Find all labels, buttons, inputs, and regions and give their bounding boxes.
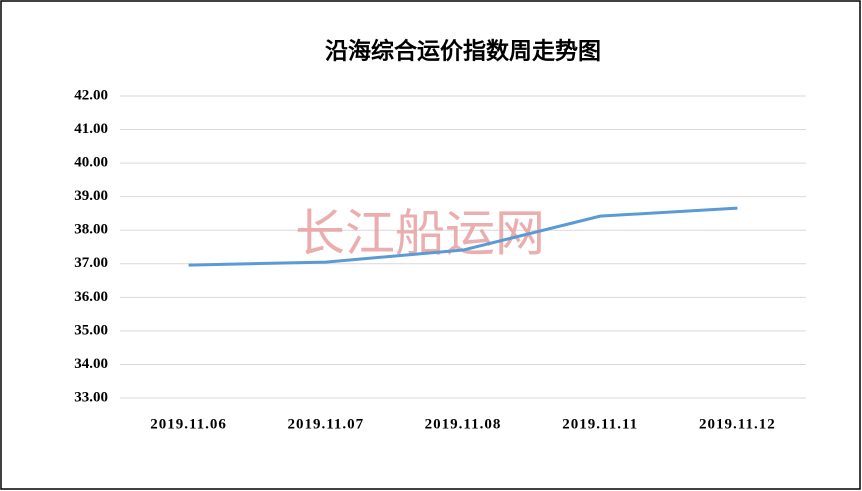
y-tick-label: 39.00 bbox=[74, 188, 108, 204]
y-tick-label: 34.00 bbox=[74, 356, 108, 372]
x-tick-label: 2019.11.11 bbox=[562, 416, 638, 432]
y-tick-label: 40.00 bbox=[74, 155, 108, 171]
y-tick-label: 41.00 bbox=[74, 121, 108, 137]
x-tick-label: 2019.11.06 bbox=[150, 416, 227, 432]
y-tick-label: 42.00 bbox=[74, 87, 108, 103]
y-tick-label: 36.00 bbox=[74, 289, 108, 305]
data-line bbox=[188, 206, 738, 267]
x-tick-label: 2019.11.08 bbox=[425, 416, 502, 432]
y-tick-label: 38.00 bbox=[74, 222, 108, 238]
chart-title: 沿海综合运价指数周走势图 bbox=[325, 37, 601, 63]
y-tick-label: 33.00 bbox=[74, 389, 108, 405]
x-tick-label: 2019.11.12 bbox=[699, 416, 776, 432]
x-tick-label: 2019.11.07 bbox=[287, 416, 364, 432]
y-tick-label: 37.00 bbox=[74, 255, 108, 271]
y-tick-label: 35.00 bbox=[74, 322, 108, 338]
